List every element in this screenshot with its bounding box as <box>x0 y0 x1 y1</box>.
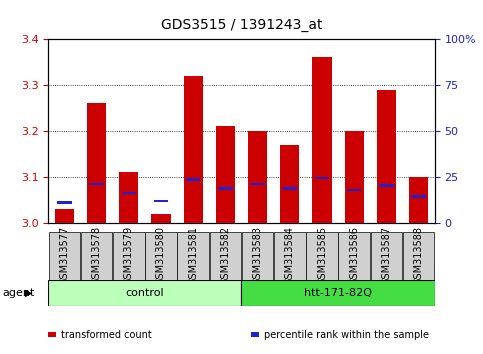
FancyBboxPatch shape <box>81 232 113 280</box>
Bar <box>186 178 200 181</box>
Bar <box>344 131 364 223</box>
FancyBboxPatch shape <box>177 232 209 280</box>
Bar <box>87 103 106 223</box>
Bar <box>119 172 139 223</box>
Bar <box>280 145 299 223</box>
Text: ▶: ▶ <box>25 288 33 298</box>
Bar <box>347 189 361 191</box>
FancyBboxPatch shape <box>370 232 402 280</box>
Bar <box>122 192 136 194</box>
Bar <box>250 183 265 185</box>
Text: GSM313580: GSM313580 <box>156 226 166 285</box>
Text: control: control <box>126 288 164 298</box>
Bar <box>151 214 170 223</box>
Bar <box>248 131 267 223</box>
Text: percentile rank within the sample: percentile rank within the sample <box>264 330 429 339</box>
Text: transformed count: transformed count <box>61 330 152 339</box>
Text: GSM313579: GSM313579 <box>124 226 134 285</box>
FancyBboxPatch shape <box>113 232 144 280</box>
FancyBboxPatch shape <box>339 232 370 280</box>
Text: GDS3515 / 1391243_at: GDS3515 / 1391243_at <box>161 18 322 32</box>
Text: GSM313586: GSM313586 <box>349 226 359 285</box>
Bar <box>218 187 233 190</box>
Bar <box>184 76 203 223</box>
FancyBboxPatch shape <box>403 232 434 280</box>
Text: GSM313584: GSM313584 <box>285 226 295 285</box>
Text: GSM313581: GSM313581 <box>188 226 198 285</box>
Bar <box>313 57 332 223</box>
Text: GSM313583: GSM313583 <box>253 226 263 285</box>
Bar <box>57 201 71 204</box>
FancyBboxPatch shape <box>48 280 242 306</box>
Bar <box>154 200 168 202</box>
Bar <box>55 209 74 223</box>
Bar <box>412 195 426 198</box>
FancyBboxPatch shape <box>210 232 241 280</box>
Bar <box>377 90 396 223</box>
FancyBboxPatch shape <box>242 232 273 280</box>
Bar <box>379 184 394 187</box>
Bar <box>216 126 235 223</box>
Bar <box>409 177 428 223</box>
Bar <box>89 183 104 185</box>
Text: GSM313587: GSM313587 <box>382 226 391 285</box>
FancyBboxPatch shape <box>242 280 435 306</box>
FancyBboxPatch shape <box>145 232 177 280</box>
FancyBboxPatch shape <box>274 232 306 280</box>
Text: GSM313585: GSM313585 <box>317 226 327 285</box>
FancyBboxPatch shape <box>49 232 80 280</box>
Text: GSM313577: GSM313577 <box>59 226 70 285</box>
Text: GSM313582: GSM313582 <box>220 226 230 285</box>
Text: htt-171-82Q: htt-171-82Q <box>304 288 372 298</box>
Text: GSM313588: GSM313588 <box>413 226 424 285</box>
Bar <box>283 187 297 190</box>
Text: agent: agent <box>2 288 35 298</box>
Text: GSM313578: GSM313578 <box>92 226 101 285</box>
FancyBboxPatch shape <box>306 232 338 280</box>
Bar <box>315 177 329 179</box>
